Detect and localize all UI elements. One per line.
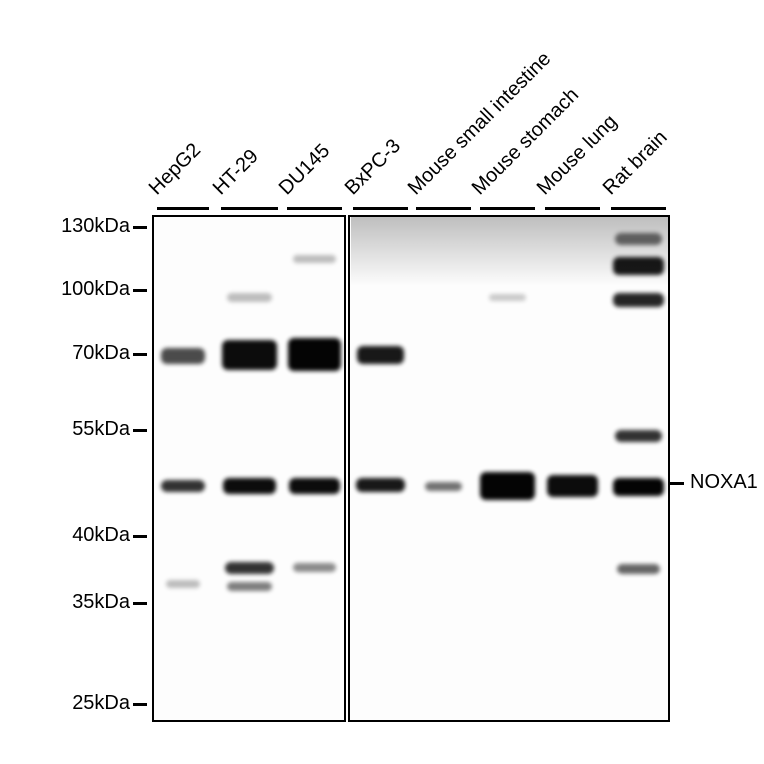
band	[161, 348, 205, 364]
target-label: NOXA1	[690, 471, 758, 494]
lane-underline	[157, 207, 209, 210]
band	[223, 478, 276, 494]
band	[547, 475, 598, 497]
gel-panel-2	[348, 215, 670, 722]
marker-tick	[133, 226, 147, 229]
marker-tick	[133, 703, 147, 706]
band	[613, 293, 664, 307]
band	[288, 338, 341, 371]
lane-label: HT-29	[208, 145, 263, 200]
band	[289, 478, 340, 494]
marker-label: 130kDa	[10, 215, 130, 238]
band	[161, 480, 205, 492]
band	[617, 564, 660, 574]
lane-underline	[611, 207, 666, 210]
lane-underline	[353, 207, 408, 210]
marker-label: 100kDa	[10, 278, 130, 301]
marker-tick	[133, 353, 147, 356]
lane-underline	[480, 207, 535, 210]
band	[613, 478, 664, 496]
lane-underline	[287, 207, 342, 210]
band	[425, 482, 462, 491]
band	[357, 346, 404, 364]
lane-label: HepG2	[145, 139, 206, 200]
band	[293, 255, 336, 263]
band	[227, 582, 272, 591]
blot-stage: 130kDa 100kDa 70kDa 55kDa 40kDa 35kDa 25kDa He…	[0, 0, 764, 764]
gel-panel-1	[152, 215, 346, 722]
marker-tick	[133, 602, 147, 605]
band	[480, 472, 535, 500]
marker-tick	[133, 429, 147, 432]
marker-label: 55kDa	[10, 418, 130, 441]
marker-label: 25kDa	[10, 692, 130, 715]
band	[166, 580, 200, 588]
lane-label: DU145	[274, 140, 334, 200]
marker-label: 35kDa	[10, 591, 130, 614]
lane-underline	[545, 207, 600, 210]
band	[615, 430, 662, 442]
band	[489, 294, 526, 301]
panel2-top-shadow	[351, 216, 668, 286]
band	[222, 340, 277, 370]
marker-tick	[133, 289, 147, 292]
band	[293, 563, 336, 572]
lane-underline	[221, 207, 278, 210]
band	[615, 233, 662, 245]
marker-label: 40kDa	[10, 524, 130, 547]
target-tick	[670, 482, 684, 485]
lane-label: BxPC-3	[340, 135, 405, 200]
band	[356, 478, 405, 492]
band	[227, 293, 272, 302]
lane-underline	[416, 207, 471, 210]
band	[613, 257, 664, 275]
marker-tick	[133, 535, 147, 538]
marker-label: 70kDa	[10, 342, 130, 365]
band	[225, 562, 274, 574]
